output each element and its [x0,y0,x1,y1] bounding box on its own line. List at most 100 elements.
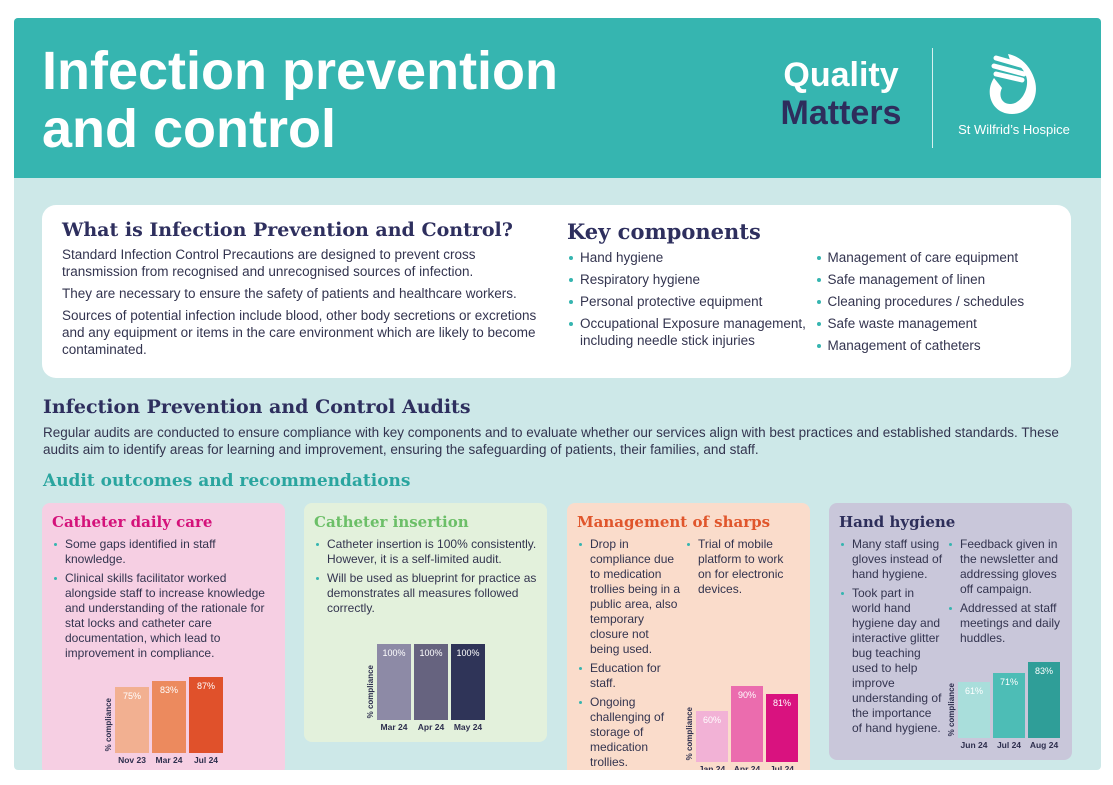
x-tick-label: May 24 [453,722,483,732]
bar: 83% [1028,662,1060,738]
data-label: 83% [159,684,178,695]
intro-card: What is Infection Prevention and Control… [42,205,1071,378]
x-tick-label: Apr 24 [417,722,445,732]
data-label: 71% [999,677,1018,687]
list-item: Trial of mobile platform to work on for … [685,537,800,597]
data-label: 81% [772,697,791,708]
bar: 60% [696,711,728,762]
x-tick-label: Nov 23 [118,755,146,765]
chart-management-of-sharps: % compliance 60% 90% 81% Jan 24 Apr 24 Jul 24 [685,674,800,770]
x-tick-label: Mar 24 [155,755,183,765]
brand-quality: Quality [783,56,899,94]
x-tick-label: Apr 24 [733,764,761,770]
data-label: 83% [1034,666,1053,676]
bar: 100% [377,644,411,720]
card-catheter-daily-care: Catheter daily care Some gaps identified… [42,503,285,770]
list-item: Clinical skills facilitator worked along… [52,571,275,661]
list-item: Hand hygiene [567,249,815,266]
data-label: 100% [456,648,480,658]
paragraph: Sources of potential infection include b… [62,308,537,357]
y-axis-label: % compliance [947,682,956,736]
key-heading: Key components [567,219,761,244]
x-tick-label: Aug 24 [1029,740,1059,750]
x-tick-label: Jan 24 [698,764,726,770]
bar: 87% [189,677,223,753]
bars: 61% 71% 83% [958,658,1060,738]
paragraph: They are necessary to ensure the safety … [62,286,517,301]
x-tick-label: Jul 24 [769,764,795,770]
chart-catheter-insertion: % compliance 100% 100% 100% Mar 24 Apr 24 May … [366,632,537,732]
what-heading: What is Infection Prevention and Control… [62,219,513,241]
data-label: 61% [964,686,983,697]
list-item: Personal protective equipment [567,293,815,310]
plot-area: 100% 100% 100% Mar 24 Apr 24 May 24 [377,640,485,732]
key-list-2: Management of care equipment Safe manage… [815,249,1063,359]
list-item: Cleaning procedures / schedules [815,293,1063,310]
audits-section: Infection Prevention and Control Audits … [43,396,1083,458]
x-tick-label: Jun 24 [960,740,988,750]
x-tick-label: Jul 24 [193,755,219,765]
y-axis-label: % compliance [685,706,694,760]
list-item: Occupational Exposure management, includ… [567,315,815,349]
card-catheter-insertion: Catheter insertion Catheter insertion is… [304,503,547,742]
list-item: Many staff using gloves instead of hand … [839,537,943,582]
list-item: Catheter insertion is 100% consistently.… [314,537,537,567]
list-item: Took part in world hand hygiene day and … [839,586,943,736]
bars: 60% 90% 81% [696,682,798,762]
list-item: Ongoing challenging of storage of medica… [577,695,681,770]
outcomes-heading: Audit outcomes and recommendations [43,471,411,491]
card-management-of-sharps: Management of sharps Drop in compliance … [567,503,810,770]
bar: 81% [766,693,798,762]
bars: 100% 100% 100% [377,640,485,720]
bar: 75% [115,687,149,753]
bar: 83% [152,680,186,753]
title-line: Infection prevention [42,41,559,101]
what-section: What is Infection Prevention and Control… [62,219,552,363]
x-axis: Jan 24 Apr 24 Jul 24 [696,762,798,770]
data-label: 100% [382,648,406,658]
audits-text: Regular audits are conducted to ensure c… [43,425,1059,457]
bar: 100% [451,644,485,720]
card-title: Management of sharps [577,513,771,531]
hospice-hand-icon [989,54,1036,114]
list-item: Management of care equipment [815,249,1063,266]
x-axis: Nov 23 Mar 24 Jul 24 [115,753,223,765]
list-item: Safe management of linen [815,271,1063,288]
data-label: 60% [702,715,721,726]
plot-area: 60% 90% 81% Jan 24 Apr 24 Jul 24 [696,682,798,770]
plot-area: 75% 83% 87% Nov 23 Mar 24 Jul 24 [115,673,223,765]
data-label: 90% [737,690,756,700]
hospice-name: St Wilfrid’s Hospice [958,122,1070,137]
x-tick-label: Jul 24 [996,740,1022,750]
bar: 90% [731,686,763,762]
data-label: 75% [122,691,141,702]
x-axis: Jun 24 Jul 24 Aug 24 [958,738,1060,750]
data-label: 87% [196,681,215,691]
bar: 100% [414,644,448,720]
quality-matters-logo: Quality Matters [766,56,916,132]
list-item: Management of catheters [815,337,1063,354]
list-item: Feedback given in the newsletter and add… [947,537,1062,597]
paragraph: Standard Infection Control Precautions a… [62,247,476,279]
card-title: Catheter daily care [52,513,213,531]
audits-heading: Infection Prevention and Control Audits [43,396,471,418]
key-list-1: Hand hygiene Respiratory hygiene Persona… [567,249,815,359]
header: Infection prevention and control Quality M… [14,18,1101,178]
page-title: Infection prevention and control [42,42,742,158]
brand-matters: Matters [780,94,902,132]
bar: 71% [993,673,1025,738]
chart-catheter-daily-care: % compliance 75% 83% 87% Nov 23 Mar 24 Jul 24 [104,665,275,765]
bars: 75% 83% 87% [115,673,223,753]
y-axis-label: % compliance [366,664,375,718]
poster: Infection prevention and control Quality M… [14,18,1101,770]
title-line: and control [42,99,336,159]
list-item: Drop in compliance due to medication tro… [577,537,681,657]
chart-hand-hygiene: % compliance 61% 71% 83% Jun 24 Jul 24 Aug 24 [947,650,1062,750]
x-axis: Mar 24 Apr 24 May 24 [377,720,485,732]
card-title: Catheter insertion [314,513,469,531]
y-axis-label: % compliance [104,697,113,751]
bar: 61% [958,682,990,738]
list-item: Safe waste management [815,315,1063,332]
card-title: Hand hygiene [839,513,956,531]
list-item: Education for staff. [577,661,681,691]
